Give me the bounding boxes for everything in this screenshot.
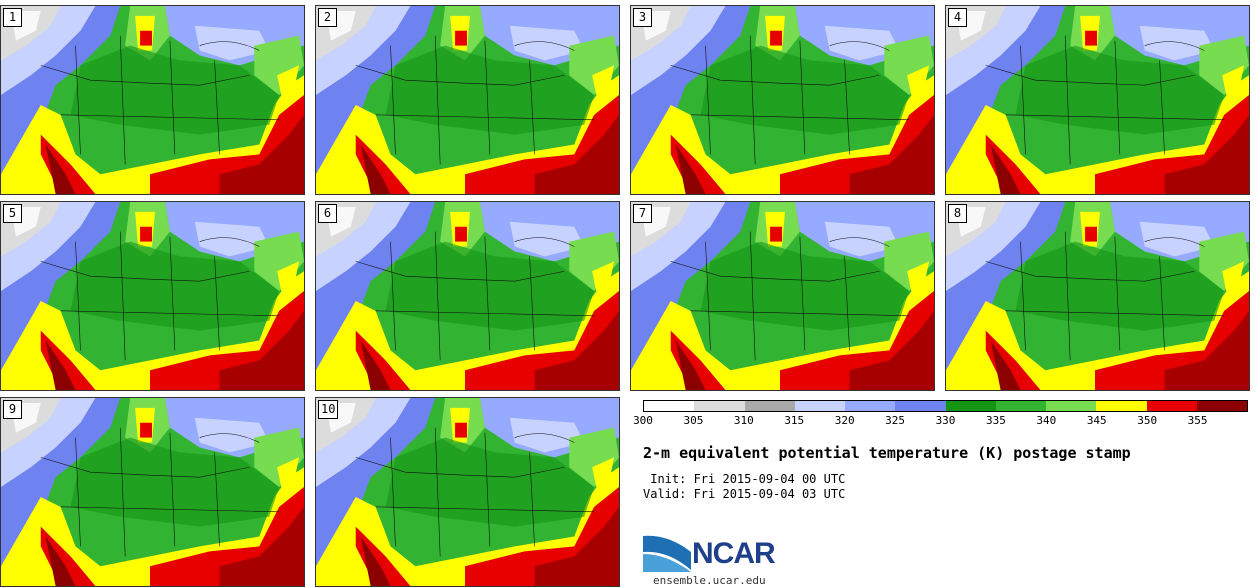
valid-time: Valid: Fri 2015-09-04 03 UTC [643,487,846,501]
colorbar-tick-label: 340 [1036,414,1057,427]
member-label: 6 [318,204,337,223]
member-label: 2 [318,8,337,27]
colorbar-tick-label: 305 [683,414,704,427]
ensemble-member-panel-7: 7 [630,201,935,391]
colorbar-swatch [1196,401,1247,411]
ncar-logo-icon [643,535,691,572]
colorbar-tick-label: 345 [1086,414,1107,427]
colorbar-tick-label: 315 [784,414,805,427]
colorbar-tick-label: 355 [1187,414,1208,427]
ensemble-member-panel-4: 4 [945,5,1250,195]
colorbar-swatch [694,401,745,411]
ensemble-member-panel-2: 2 [315,5,620,195]
member-label: 7 [633,204,652,223]
colorbar-swatch [1096,401,1147,411]
temperature-map [316,6,619,194]
colorbar-swatch [1046,401,1097,411]
temperature-map [631,202,934,390]
member-label: 5 [3,204,22,223]
member-label: 3 [633,8,652,27]
colorbar-swatch [945,401,996,411]
temperature-map [946,202,1249,390]
colorbar-tick-label: 310 [733,414,754,427]
temperature-map [631,6,934,194]
colorbar-tick-labels: 300 305 310 315 320 325 330 335 340 345 350 355 [633,414,1248,428]
colorbar-tick-label: 330 [935,414,956,427]
ensemble-member-panel-10: 10 [315,397,620,587]
temperature-map [1,202,304,390]
colorbar-swatch [744,401,795,411]
member-label: 1 [3,8,22,27]
colorbar-swatch [644,401,695,411]
colorbar-swatch [895,401,946,411]
colorbar-swatch [794,401,845,411]
ensemble-member-panel-6: 6 [315,201,620,391]
member-label: 4 [948,8,967,27]
init-time: Init: Fri 2015-09-04 00 UTC [643,472,846,486]
colorbar-swatch [845,401,896,411]
colorbar-tick-label: 350 [1137,414,1158,427]
logo-url: ensemble.ucar.edu [653,574,766,587]
colorbar-swatch [995,401,1046,411]
ensemble-member-panel-5: 5 [0,201,305,391]
colorbar-tick-label: 300 [633,414,653,427]
temperature-map [316,202,619,390]
member-label: 9 [3,400,22,419]
colorbar-tick-label: 320 [834,414,855,427]
colorbar [643,400,1248,412]
temperature-map [1,398,304,586]
ensemble-member-panel-8: 8 [945,201,1250,391]
colorbar-tick-label: 335 [985,414,1006,427]
ensemble-member-panel-3: 3 [630,5,935,195]
ensemble-member-panel-1: 1 [0,5,305,195]
colorbar-swatch [1146,401,1197,411]
colorbar-tick-label: 325 [885,414,906,427]
temperature-map [1,6,304,194]
temperature-map [946,6,1249,194]
figure-title: 2-m equivalent potential temperature (K)… [643,444,1131,462]
temperature-map [316,398,619,586]
ncar-logo-text: NCAR [692,537,776,570]
member-label: 8 [948,204,967,223]
member-label: 10 [318,400,339,419]
ensemble-member-panel-9: 9 [0,397,305,587]
